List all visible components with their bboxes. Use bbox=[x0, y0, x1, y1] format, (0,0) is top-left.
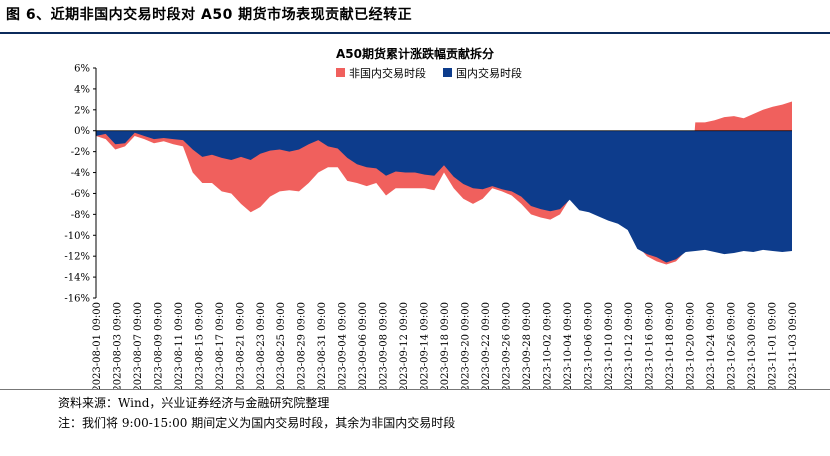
x-tick-label: 2023-10-16 09:00 bbox=[645, 302, 656, 390]
y-tick-label: -10% bbox=[64, 231, 90, 242]
x-tick-label: 2023-10-10 09:00 bbox=[604, 302, 615, 390]
x-tick-label: 2023-10-12 09:00 bbox=[624, 302, 635, 390]
axis-layer: 6%4%2%0%-2%-4%-6%-8%-10%-12%-14%-16%2023… bbox=[64, 64, 799, 391]
y-tick-label: 4% bbox=[74, 84, 90, 95]
legend-label-non-domestic: 非国内交易时段 bbox=[349, 66, 426, 80]
x-tick-label: 2023-09-06 09:00 bbox=[358, 302, 369, 390]
y-tick-label: -8% bbox=[71, 210, 90, 221]
x-tick-label: 2023-09-14 09:00 bbox=[420, 302, 431, 390]
series-area-domestic bbox=[96, 130, 792, 263]
x-tick-label: 2023-09-04 09:00 bbox=[338, 302, 349, 390]
x-tick-label: 2023-10-24 09:00 bbox=[706, 302, 717, 390]
legend: 非国内交易时段 国内交易时段 bbox=[336, 66, 522, 80]
x-tick-label: 2023-09-08 09:00 bbox=[379, 302, 390, 390]
x-tick-label: 2023-08-07 09:00 bbox=[133, 302, 144, 390]
y-tick-label: -14% bbox=[64, 273, 90, 284]
x-tick-label: 2023-11-01 09:00 bbox=[768, 302, 779, 390]
y-tick-label: 2% bbox=[74, 105, 90, 116]
x-tick-label: 2023-10-30 09:00 bbox=[747, 302, 758, 390]
y-tick-label: -2% bbox=[71, 147, 90, 158]
x-tick-label: 2023-09-28 09:00 bbox=[522, 302, 533, 390]
x-tick-label: 2023-10-06 09:00 bbox=[583, 302, 594, 390]
y-tick-label: -6% bbox=[71, 189, 90, 200]
legend-label-domestic: 国内交易时段 bbox=[456, 66, 522, 80]
footnote: 注：我们将 9:00-15:00 期间定义为国内交易时段，其余为非国内交易时段 bbox=[58, 416, 456, 430]
x-tick-label: 2023-10-02 09:00 bbox=[542, 302, 553, 390]
x-tick-label: 2023-08-31 09:00 bbox=[317, 302, 328, 390]
x-tick-label: 2023-08-01 09:00 bbox=[92, 302, 103, 390]
x-tick-label: 2023-08-17 09:00 bbox=[215, 302, 226, 390]
y-tick-label: -16% bbox=[64, 294, 90, 305]
x-tick-label: 2023-08-15 09:00 bbox=[194, 302, 205, 390]
x-tick-label: 2023-09-20 09:00 bbox=[460, 302, 471, 390]
x-tick-label: 2023-10-18 09:00 bbox=[665, 302, 676, 390]
y-tick-label: 6% bbox=[74, 64, 90, 75]
x-tick-label: 2023-11-03 09:00 bbox=[788, 302, 799, 390]
series-layer bbox=[96, 101, 792, 265]
x-tick-label: 2023-08-03 09:00 bbox=[112, 302, 123, 390]
bottom-rule bbox=[0, 389, 830, 390]
legend-swatch-non-domestic bbox=[336, 68, 345, 77]
x-tick-label: 2023-08-11 09:00 bbox=[174, 302, 185, 390]
legend-swatch-domestic bbox=[443, 68, 452, 77]
chart-area: A50期货累计涨跌幅贡献拆分 非国内交易时段 国内交易时段 6% 4% 2% 0% -2… bbox=[64, 46, 799, 391]
source-note: 资料来源：Wind，兴业证券经济与金融研究院整理 bbox=[58, 396, 330, 410]
x-tick-label: 2023-08-29 09:00 bbox=[297, 302, 308, 390]
x-tick-label: 2023-08-21 09:00 bbox=[235, 302, 246, 390]
x-tick-label: 2023-10-04 09:00 bbox=[563, 302, 574, 390]
x-tick-label: 2023-09-12 09:00 bbox=[399, 302, 410, 390]
top-rule bbox=[0, 32, 830, 34]
x-tick-label: 2023-09-18 09:00 bbox=[440, 302, 451, 390]
figure-title: 图 6、近期非国内交易时段对 A50 期货市场表现贡献已经转正 bbox=[6, 7, 413, 23]
y-tick-label: 0% bbox=[74, 126, 90, 137]
chart-title: A50期货累计涨跌幅贡献拆分 bbox=[336, 46, 494, 61]
x-tick-label: 2023-08-25 09:00 bbox=[276, 302, 287, 390]
x-tick-label: 2023-08-23 09:00 bbox=[256, 302, 267, 390]
x-tick-label: 2023-08-09 09:00 bbox=[153, 302, 164, 390]
x-tick-label: 2023-09-26 09:00 bbox=[501, 302, 512, 390]
x-tick-label: 2023-10-20 09:00 bbox=[686, 302, 697, 390]
y-tick-label: -4% bbox=[71, 168, 90, 179]
x-tick-label: 2023-10-26 09:00 bbox=[727, 302, 738, 390]
y-tick-label: -12% bbox=[64, 252, 90, 263]
x-tick-label: 2023-09-22 09:00 bbox=[481, 302, 492, 390]
